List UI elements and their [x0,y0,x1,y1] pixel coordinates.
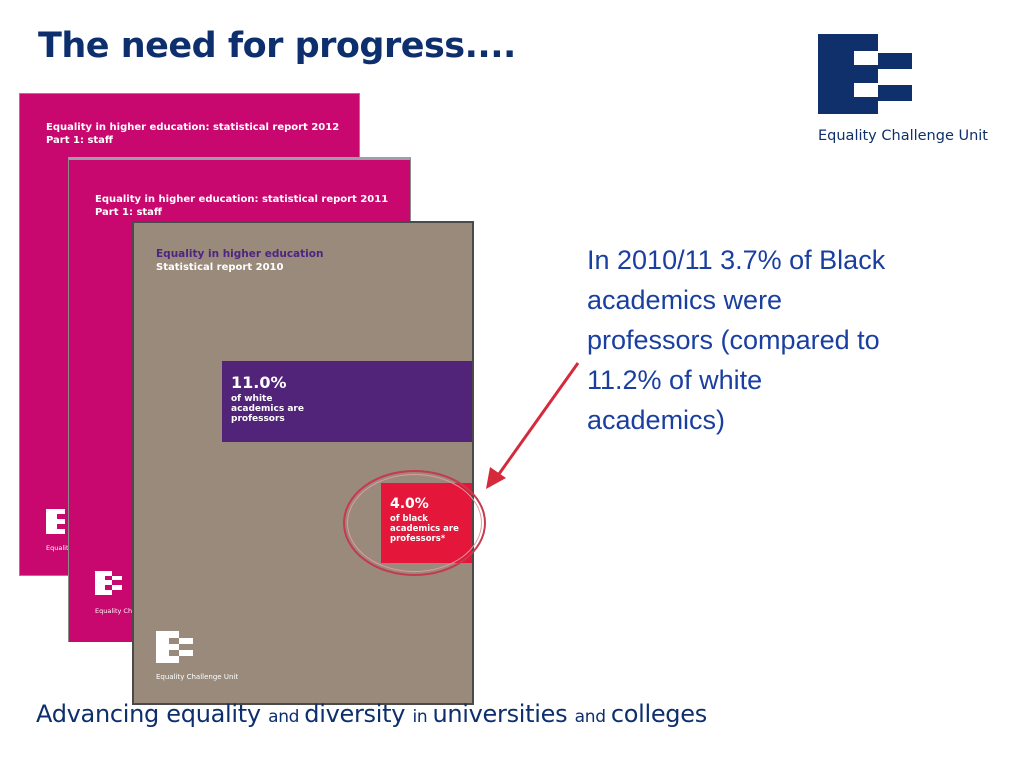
ecu-mini-logo-icon [156,631,206,671]
cover-title: Equality in higher education: statistica… [95,193,388,219]
report-cover-2010: Equality in higher education Statistical… [132,221,474,705]
stat-label: of white academics are professors [231,394,304,424]
white-academics-stat: 11.0% of white academics are professors [222,361,472,442]
ecu-mini-logo-icon [95,571,135,601]
arrow-icon [486,362,580,489]
stat-value: 11.0% [231,373,287,392]
logo-caption: Equality Challenge Unit [156,673,239,681]
tagline-segment: Advancing equality [36,700,269,728]
cover-title: Equality in higher education Statistical… [156,248,323,274]
cover-title-text: Equality in higher education: statistica… [46,122,340,133]
tagline-segment: and [268,707,305,727]
cover-subtitle: Part 1: staff [95,207,163,218]
tagline-segment: diversity [304,700,413,728]
logo-caption: Equality [46,544,73,552]
tagline-segment: universities [432,700,575,728]
cover-title-text: Equality in higher education: statistica… [95,194,389,205]
logo-text: Equality Challenge Unit [818,128,988,144]
tagline-segment: colleges [610,700,707,728]
tagline-segment: and [574,707,611,727]
highlight-circle [343,470,486,576]
tagline-segment: in [412,707,433,727]
ecu-logo-icon [818,34,998,154]
ecu-mini-logo-icon [46,509,76,539]
tagline: Advancing equality and diversity in univ… [36,700,707,728]
logo-caption: Equality Chal [95,607,138,615]
callout-text: In 2010/11 3.7% of Black academics were … [587,245,886,435]
cover-title-text: Equality in higher education [156,248,324,260]
cover-title: Equality in higher education: statistica… [46,121,339,147]
cover-subtitle: Statistical report 2010 [156,262,284,273]
cover-subtitle: Part 1: staff [46,135,114,146]
slide-title: The need for progress.... [38,26,516,66]
